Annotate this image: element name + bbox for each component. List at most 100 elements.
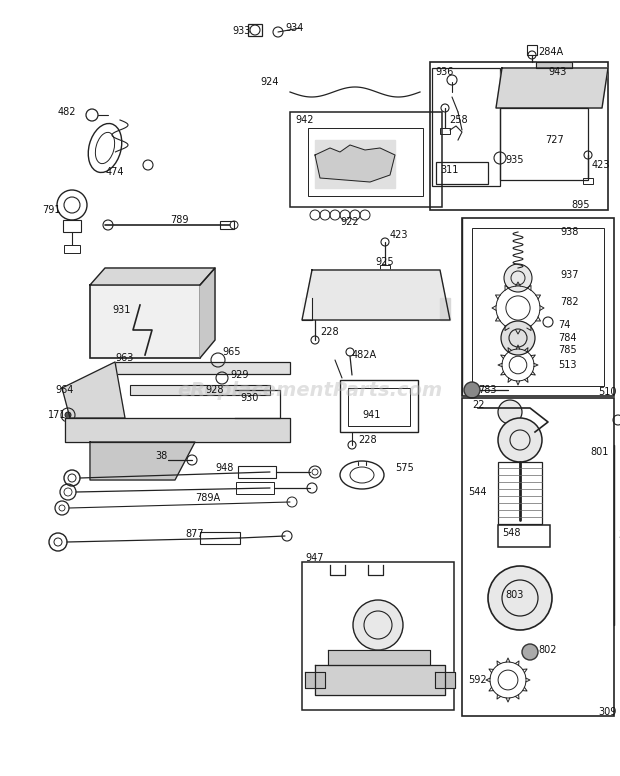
Text: 783: 783 xyxy=(478,385,497,395)
Bar xyxy=(500,108,588,180)
Text: 964: 964 xyxy=(55,385,73,395)
Text: 928: 928 xyxy=(205,385,223,395)
Text: 801: 801 xyxy=(590,447,608,457)
Text: 933: 933 xyxy=(232,26,250,36)
Circle shape xyxy=(353,600,403,650)
Polygon shape xyxy=(315,665,445,695)
Bar xyxy=(432,68,500,186)
Text: 925: 925 xyxy=(375,257,394,267)
Circle shape xyxy=(498,418,542,462)
Bar xyxy=(238,466,276,478)
Polygon shape xyxy=(90,268,215,285)
Circle shape xyxy=(501,321,535,355)
Polygon shape xyxy=(440,298,450,320)
Text: 938: 938 xyxy=(560,227,578,237)
Bar xyxy=(583,178,593,184)
Text: 803: 803 xyxy=(505,590,523,600)
Bar xyxy=(63,220,81,232)
Text: 929: 929 xyxy=(230,370,249,380)
Text: 482A: 482A xyxy=(352,350,377,360)
Text: 258: 258 xyxy=(449,115,467,125)
Bar xyxy=(472,228,604,386)
Bar xyxy=(436,162,488,184)
Bar xyxy=(380,265,390,270)
Text: 423: 423 xyxy=(592,160,611,170)
Bar xyxy=(340,380,418,432)
Polygon shape xyxy=(315,145,395,182)
Text: 802: 802 xyxy=(538,645,557,655)
Text: 228: 228 xyxy=(358,435,376,445)
Text: 930: 930 xyxy=(240,393,259,403)
Text: 74: 74 xyxy=(558,320,570,330)
Text: eReplacementParts.com: eReplacementParts.com xyxy=(177,380,443,400)
Text: 934: 934 xyxy=(285,23,303,33)
Polygon shape xyxy=(302,270,450,320)
Bar xyxy=(220,221,234,229)
Bar xyxy=(64,245,80,253)
Polygon shape xyxy=(90,285,200,358)
Bar xyxy=(130,385,270,395)
Bar xyxy=(248,24,262,36)
Text: 965: 965 xyxy=(222,347,241,357)
Bar xyxy=(115,362,290,374)
Polygon shape xyxy=(328,650,430,665)
Bar xyxy=(462,398,614,716)
Bar xyxy=(90,285,200,358)
Text: 309: 309 xyxy=(598,707,616,717)
Circle shape xyxy=(504,264,532,292)
Text: 548: 548 xyxy=(502,528,521,538)
Text: 284A: 284A xyxy=(538,47,563,57)
Text: 311: 311 xyxy=(440,165,458,175)
Text: 38: 38 xyxy=(155,451,167,461)
Text: 948: 948 xyxy=(215,463,233,473)
Text: 941: 941 xyxy=(362,410,381,420)
Text: 943: 943 xyxy=(548,67,567,77)
Circle shape xyxy=(498,400,522,424)
Text: 922: 922 xyxy=(340,217,358,227)
Bar xyxy=(302,562,454,710)
Polygon shape xyxy=(302,298,312,320)
Polygon shape xyxy=(200,268,215,358)
Text: 575: 575 xyxy=(395,463,414,473)
Text: 785: 785 xyxy=(558,345,577,355)
Polygon shape xyxy=(536,62,572,68)
Text: 544: 544 xyxy=(468,487,487,497)
Text: 936: 936 xyxy=(435,67,453,77)
Polygon shape xyxy=(90,442,195,480)
Text: 931: 931 xyxy=(112,305,130,315)
Text: 782: 782 xyxy=(560,297,578,307)
Text: 592: 592 xyxy=(468,675,487,685)
Text: 22: 22 xyxy=(472,400,484,410)
Bar xyxy=(527,45,537,55)
Polygon shape xyxy=(62,362,125,418)
Circle shape xyxy=(488,566,552,630)
Bar xyxy=(498,462,542,524)
Polygon shape xyxy=(305,672,325,688)
Bar xyxy=(236,482,274,494)
Text: 228: 228 xyxy=(320,327,339,337)
Text: 947: 947 xyxy=(305,553,324,563)
Text: 423: 423 xyxy=(390,230,409,240)
Circle shape xyxy=(65,412,71,418)
Circle shape xyxy=(522,644,538,660)
Bar xyxy=(440,128,450,134)
Text: 513: 513 xyxy=(558,360,577,370)
Polygon shape xyxy=(496,68,608,108)
Polygon shape xyxy=(435,672,455,688)
Text: 474: 474 xyxy=(106,167,125,177)
Circle shape xyxy=(464,382,480,398)
Text: 510: 510 xyxy=(598,387,616,397)
Polygon shape xyxy=(65,418,290,442)
Text: 789A: 789A xyxy=(195,493,220,503)
Text: 942: 942 xyxy=(295,115,314,125)
Bar xyxy=(498,525,550,547)
Bar xyxy=(430,62,608,210)
Text: 935: 935 xyxy=(505,155,523,165)
Text: 963: 963 xyxy=(115,353,133,363)
Text: 924: 924 xyxy=(260,77,278,87)
Text: 895: 895 xyxy=(572,200,590,210)
Text: 482: 482 xyxy=(58,107,76,117)
Text: 784: 784 xyxy=(558,333,577,343)
Text: 727: 727 xyxy=(545,135,564,145)
Text: 789: 789 xyxy=(170,215,188,225)
